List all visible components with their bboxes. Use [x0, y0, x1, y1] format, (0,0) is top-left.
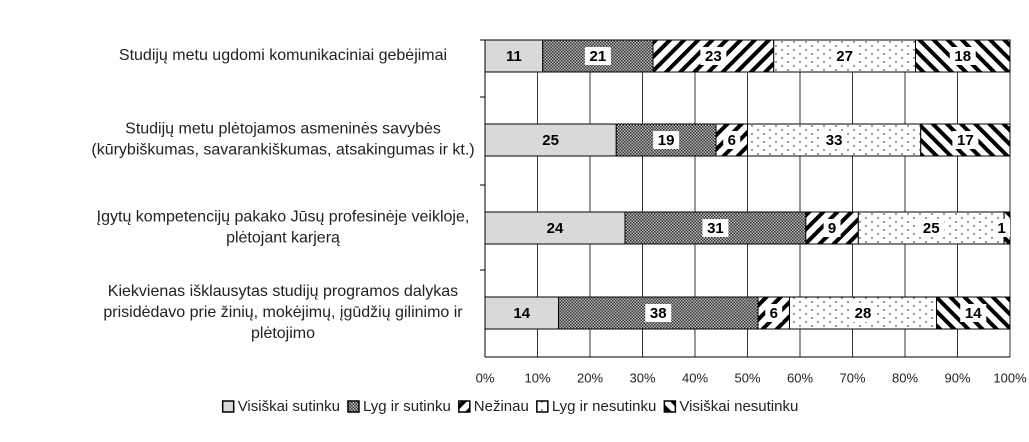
label-bg [700, 47, 727, 65]
data-label: 14 [513, 305, 530, 322]
data-label: 33 [826, 132, 843, 149]
label-bg [918, 219, 945, 237]
label-bg [500, 47, 527, 65]
data-label: 28 [855, 305, 872, 322]
label-bg [645, 304, 672, 322]
label-bg [537, 131, 564, 149]
data-label: 24 [547, 220, 564, 237]
label-bg [702, 219, 729, 237]
data-label: 31 [707, 220, 724, 237]
legend-swatch [536, 400, 549, 413]
data-label: 25 [542, 132, 559, 149]
x-tick-label: 30% [629, 370, 655, 385]
x-tick-label: 100% [993, 370, 1027, 385]
category-label: plėtojimo [251, 325, 315, 342]
label-bg [823, 219, 841, 237]
category-label: (kūrybiškumas, savarankiškumas, atsaking… [91, 142, 474, 159]
bar [757, 296, 790, 330]
x-tick-label: 90% [944, 370, 970, 385]
legend-swatch [347, 400, 360, 413]
x-tick-label: 20% [577, 370, 603, 385]
x-tick-label: 50% [734, 370, 760, 385]
data-label: 19 [658, 132, 675, 149]
label-bg [723, 131, 741, 149]
category-label: Kiekvienas išklausytas studijų programos… [108, 283, 458, 300]
label-bg [993, 219, 1010, 237]
data-label: 14 [965, 305, 982, 322]
category-label: Studijų metu plėtojamos asmeninės savybė… [125, 121, 441, 138]
label-bg [952, 131, 979, 149]
data-label: 25 [923, 220, 940, 237]
legend-swatch [221, 400, 235, 413]
legend-label: Lyg ir nesutinku [552, 398, 657, 415]
label-bg [508, 304, 535, 322]
data-label: 27 [836, 48, 853, 65]
data-label: 11 [506, 48, 522, 65]
label-bg [542, 219, 568, 237]
label-bg [831, 47, 858, 65]
legend-swatch [458, 400, 471, 413]
label-bg [584, 47, 611, 65]
category-label: prisidėdavo prie žinių, mokėjimų, įgūdži… [103, 304, 463, 321]
x-tick-label: 10% [524, 370, 550, 385]
data-label: 23 [705, 48, 722, 65]
x-tick-label: 40% [682, 370, 708, 385]
data-label: 17 [957, 132, 974, 149]
data-label: 6 [770, 305, 778, 322]
label-bg [949, 47, 976, 65]
label-bg [960, 304, 987, 322]
legend-label: Nežinau [474, 398, 529, 415]
legend-label: Lyg ir sutinku [363, 398, 451, 415]
label-bg [765, 304, 783, 322]
x-tick-label: 70% [839, 370, 865, 385]
x-tick-label: 80% [892, 370, 918, 385]
category-label: Studijų metu ugdomi komunikaciniai gebėj… [119, 47, 447, 64]
data-label: 6 [728, 132, 736, 149]
x-tick-label: 0% [476, 370, 495, 385]
x-tick-label: 60% [787, 370, 813, 385]
data-label: 38 [650, 305, 667, 322]
label-bg [821, 131, 848, 149]
data-label: 9 [828, 220, 836, 237]
bar [915, 39, 1011, 73]
data-label: 1 [997, 220, 1005, 237]
data-label: 21 [590, 48, 607, 65]
label-bg [653, 131, 680, 149]
data-label: 18 [954, 48, 971, 65]
legend-label: Visiškai sutinku [238, 398, 340, 415]
category-label: Įgytų kompetencijų pakako Jūsų profesinė… [97, 209, 470, 226]
legend-swatch [663, 400, 677, 413]
legend-label: Visiškai nesutinku [679, 398, 798, 415]
label-bg [850, 304, 876, 322]
category-label: plėtojant karjerą [226, 230, 340, 247]
